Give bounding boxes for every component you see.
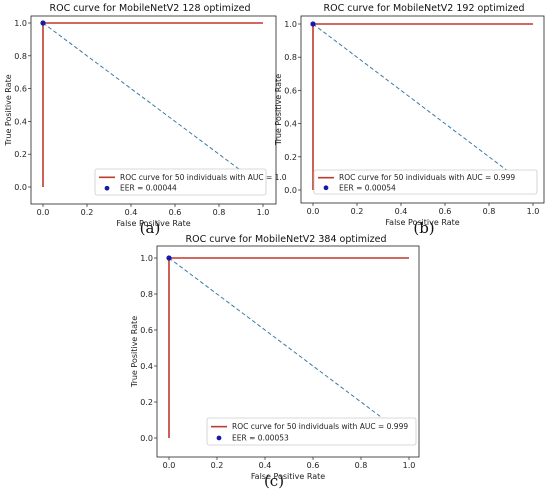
x-tick-label: 0.6 <box>307 461 320 470</box>
y-tick-label: 0.8 <box>140 290 153 299</box>
y-tick-label: 1.0 <box>140 254 153 263</box>
chart-title: ROC curve for MobileNetV2 192 optimized <box>324 3 525 14</box>
x-tick-label: 0.2 <box>211 461 224 470</box>
y-tick-label: 0.2 <box>140 398 153 407</box>
x-tick-label: 0.0 <box>163 461 176 470</box>
chance-diagonal-line <box>42 22 264 188</box>
chart-panel-1: ROC curve for MobileNetV2 128 optimized 0… <box>4 3 287 237</box>
chart-panel-3: ROC curve for MobileNetV2 384 optimized 0… <box>130 234 420 490</box>
chart-title: ROC curve for MobileNetV2 384 optimized <box>186 234 387 245</box>
y-tick-label: 0.4 <box>284 120 297 129</box>
chart-panel-2: ROC curve for MobileNetV2 192 optimized 0… <box>274 3 545 237</box>
panel-caption: (c) <box>264 472 284 490</box>
legend-eer-label: EER = 0.00054 <box>339 183 396 192</box>
x-tick-label: 0.4 <box>125 208 138 217</box>
chance-diagonal-line <box>312 23 534 191</box>
x-tick-label: 1.0 <box>403 461 416 470</box>
y-tick-label: 0.0 <box>14 183 27 192</box>
y-tick-label: 0.4 <box>140 362 153 371</box>
legend-box <box>313 169 538 195</box>
y-tick-label: 0.2 <box>14 150 27 159</box>
y-tick-label: 0.0 <box>140 434 153 443</box>
y-tick-label: 0.6 <box>284 86 297 95</box>
legend-eer-swatch <box>216 435 222 441</box>
x-tick-label: 0.6 <box>169 208 182 217</box>
x-tick-label: 1.0 <box>257 208 270 217</box>
y-tick-label: 1.0 <box>284 20 297 29</box>
x-tick-label: 0.6 <box>439 207 452 216</box>
legend-eer-swatch <box>323 185 329 191</box>
y-tick-label: 0.2 <box>284 153 297 162</box>
x-tick-label: 0.8 <box>355 461 368 470</box>
eer-point <box>166 255 172 261</box>
legend-eer-label: EER = 0.00053 <box>232 433 289 442</box>
eer-point <box>40 20 46 26</box>
legend-roc-label: ROC curve for 50 individuals with AUC = … <box>232 422 408 431</box>
x-tick-label: 0.8 <box>483 207 496 216</box>
legend-box <box>94 168 267 196</box>
y-axis-label: True Positive Rate <box>274 74 283 146</box>
y-axis-label: True Positive Rate <box>130 316 139 388</box>
y-tick-label: 0.8 <box>284 53 297 62</box>
x-tick-label: 0.2 <box>81 208 94 217</box>
y-axis-label: True Positive Rate <box>4 74 13 146</box>
y-tick-label: 0.6 <box>140 326 153 335</box>
chance-diagonal-line <box>168 257 410 439</box>
legend-eer-swatch <box>104 185 110 191</box>
legend-box <box>206 417 417 446</box>
x-axis-label: False Positive Rate <box>385 218 459 227</box>
legend-roc-label: ROC curve for 50 individuals with AUC = … <box>120 173 287 182</box>
plot-frame <box>300 15 545 204</box>
x-tick-label: 1.0 <box>527 207 540 216</box>
plot-frame <box>30 15 277 205</box>
legend-roc-label: ROC curve for 50 individuals with AUC = … <box>339 173 515 182</box>
x-tick-label: 0.0 <box>37 208 50 217</box>
y-tick-label: 0.0 <box>284 186 297 195</box>
x-tick-label: 0.0 <box>307 207 320 216</box>
x-axis-label: False Positive Rate <box>251 472 325 481</box>
panel-caption: (a) <box>140 219 161 237</box>
x-tick-label: 0.4 <box>259 461 272 470</box>
y-tick-label: 0.4 <box>14 117 27 126</box>
eer-point <box>310 21 316 27</box>
chart-title: ROC curve for MobileNetV2 128 optimized <box>50 3 251 14</box>
y-tick-label: 1.0 <box>14 19 27 28</box>
y-tick-label: 0.6 <box>14 85 27 94</box>
x-tick-label: 0.8 <box>213 208 226 217</box>
y-tick-label: 0.8 <box>14 52 27 61</box>
plot-frame <box>156 245 420 458</box>
x-tick-label: 0.4 <box>395 207 408 216</box>
panel-caption: (b) <box>413 219 434 237</box>
x-tick-label: 0.2 <box>351 207 364 216</box>
legend-eer-label: EER = 0.00044 <box>120 184 177 193</box>
x-axis-label: False Positive Rate <box>116 219 190 228</box>
